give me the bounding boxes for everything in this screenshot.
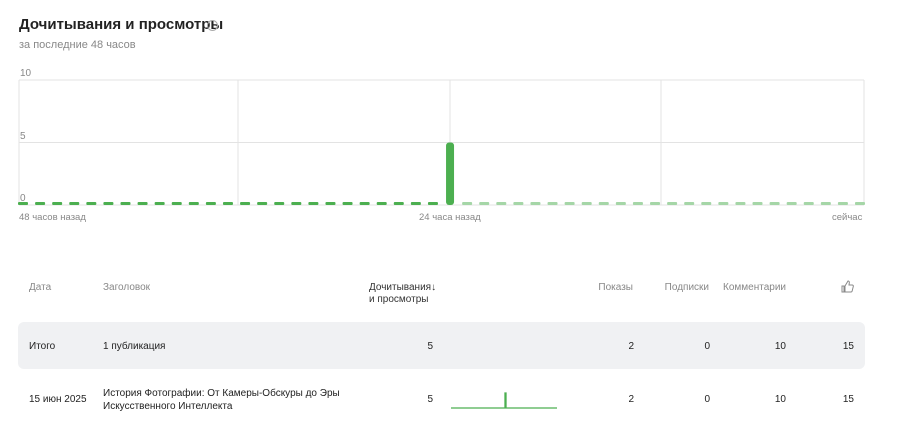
chart: [18, 79, 865, 206]
chart-bar[interactable]: [188, 202, 199, 205]
total-publications: 1 публикация: [103, 341, 166, 352]
y-tick-10: 10: [20, 68, 32, 79]
chart-bar[interactable]: [103, 202, 114, 205]
col-subscriptions[interactable]: Подписки: [664, 282, 709, 293]
chart-bar[interactable]: [735, 202, 746, 205]
total-comments: 10: [774, 341, 786, 352]
chart-bar[interactable]: [462, 202, 473, 205]
total-label: Итого: [29, 341, 56, 352]
chart-bar[interactable]: [154, 202, 165, 205]
chart-bar[interactable]: [615, 202, 626, 205]
chart-bar[interactable]: [701, 202, 712, 205]
chart-bar[interactable]: [18, 202, 28, 205]
row-subscriptions: 0: [704, 394, 710, 405]
row-impressions: 2: [628, 394, 634, 405]
y-tick-5: 5: [20, 131, 26, 142]
chart-bar[interactable]: [564, 202, 575, 205]
chart-bar[interactable]: [837, 202, 848, 205]
chart-bar[interactable]: [803, 202, 814, 205]
chart-bar[interactable]: [513, 202, 524, 205]
chart-bar[interactable]: [222, 202, 233, 205]
chart-bar[interactable]: [35, 202, 46, 205]
col-reads[interactable]: Дочитывания↓: [369, 282, 437, 293]
page-title: Дочитывания и просмотры: [19, 16, 224, 33]
chart-bar[interactable]: [632, 202, 643, 205]
row-title-line2[interactable]: Искусственного Интеллекта: [103, 401, 233, 412]
total-impressions: 2: [628, 341, 634, 352]
chart-bar[interactable]: [376, 202, 387, 205]
chart-bar[interactable]: [718, 202, 729, 205]
total-reads: 5: [427, 341, 433, 352]
chart-bar[interactable]: [684, 202, 695, 205]
chart-bar[interactable]: [171, 202, 182, 205]
col-title[interactable]: Заголовок: [103, 282, 151, 293]
chart-bar[interactable]: [274, 202, 285, 205]
chart-bar[interactable]: [479, 202, 490, 205]
chart-bar[interactable]: [137, 202, 148, 205]
thumbs-up-icon[interactable]: [841, 280, 854, 293]
chart-bar[interactable]: [446, 142, 455, 206]
chart-bar[interactable]: [427, 202, 438, 205]
x-tick-24h: 24 часа назад: [419, 212, 481, 223]
row-sparkline: [451, 392, 557, 409]
chart-bar[interactable]: [786, 202, 797, 205]
subtitle: за последние 48 часов: [19, 39, 136, 51]
total-likes: 15: [842, 341, 854, 352]
total-subscriptions: 0: [704, 341, 710, 352]
chart-bar[interactable]: [752, 202, 763, 205]
col-reads-label2[interactable]: и просмотры: [369, 294, 429, 305]
chart-bar[interactable]: [325, 202, 336, 205]
chart-bar[interactable]: [359, 202, 370, 205]
chart-bar[interactable]: [410, 202, 421, 205]
chart-bar[interactable]: [496, 202, 507, 205]
row-date: 15 июн 2025: [29, 394, 87, 405]
chart-bar[interactable]: [291, 202, 302, 205]
chart-bar[interactable]: [820, 202, 831, 205]
chart-bar[interactable]: [86, 202, 97, 205]
chart-bar[interactable]: [547, 202, 558, 205]
chart-bar[interactable]: [855, 202, 865, 205]
chart-bar[interactable]: [650, 202, 661, 205]
chart-bar[interactable]: [342, 202, 353, 205]
chart-bar[interactable]: [257, 202, 268, 205]
chart-bar[interactable]: [667, 202, 678, 205]
col-date[interactable]: Дата: [29, 282, 52, 293]
col-impressions[interactable]: Показы: [598, 282, 633, 293]
chart-bar[interactable]: [393, 202, 404, 205]
chart-bar[interactable]: [240, 202, 251, 205]
chart-bar[interactable]: [598, 202, 609, 205]
col-comments[interactable]: Комментарии: [723, 282, 786, 293]
x-tick-now: сейчас: [832, 212, 863, 223]
question-circle-icon[interactable]: [207, 20, 218, 31]
row-comments: 10: [774, 394, 786, 405]
chart-bar[interactable]: [52, 202, 63, 205]
chart-bar[interactable]: [530, 202, 541, 205]
chart-bar[interactable]: [205, 202, 216, 205]
total-row: [18, 322, 865, 369]
chart-bar[interactable]: [120, 202, 131, 205]
row-reads: 5: [427, 394, 433, 405]
x-tick-48h: 48 часов назад: [19, 212, 86, 223]
chart-bar[interactable]: [69, 202, 80, 205]
chart-bar[interactable]: [769, 202, 780, 205]
chart-bar[interactable]: [308, 202, 319, 205]
row-likes: 15: [842, 394, 854, 405]
chart-bar[interactable]: [581, 202, 592, 205]
row-title-line1[interactable]: История Фотографии: От Камеры-Обскуры до…: [103, 388, 340, 399]
y-tick-0: 0: [20, 193, 26, 204]
